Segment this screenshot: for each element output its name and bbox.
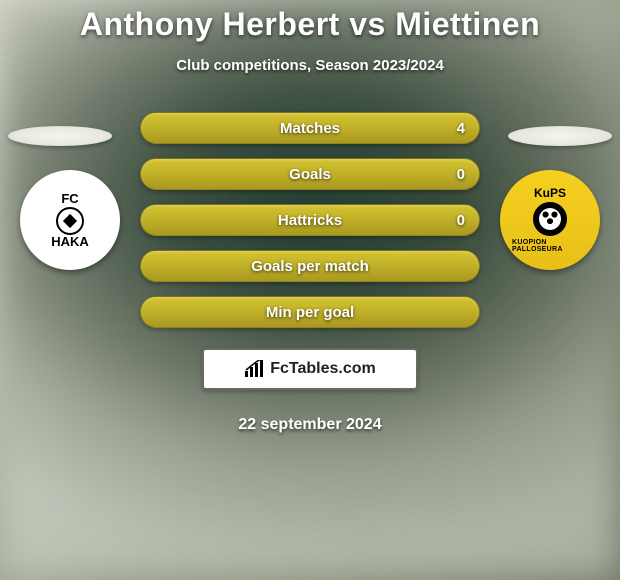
stat-label: Goals per match bbox=[251, 258, 369, 275]
brand-box: FcTables.com bbox=[202, 348, 418, 390]
stat-value-right: 0 bbox=[457, 212, 465, 229]
stat-bar-matches: Matches 4 bbox=[140, 112, 480, 144]
stat-value-right: 4 bbox=[457, 120, 465, 137]
stat-value-right: 0 bbox=[457, 166, 465, 183]
stat-label: Hattricks bbox=[278, 212, 342, 229]
stat-bar-hattricks: Hattricks 0 bbox=[140, 204, 480, 236]
stat-bar-goals: Goals 0 bbox=[140, 158, 480, 190]
stat-label: Goals bbox=[289, 166, 331, 183]
page-subtitle: Club competitions, Season 2023/2024 bbox=[0, 57, 620, 74]
bar-chart-icon bbox=[244, 360, 266, 378]
stat-rows: Matches 4 Goals 0 Hattricks 0 Goals per … bbox=[0, 112, 620, 328]
stat-bar-min-per-goal: Min per goal bbox=[140, 296, 480, 328]
date-text: 22 september 2024 bbox=[0, 416, 620, 434]
stat-bar-goals-per-match: Goals per match bbox=[140, 250, 480, 282]
content-wrapper: Anthony Herbert vs Miettinen Club compet… bbox=[0, 0, 620, 434]
stat-label: Matches bbox=[280, 120, 340, 137]
page-title: Anthony Herbert vs Miettinen bbox=[0, 6, 620, 43]
brand-text: FcTables.com bbox=[270, 360, 376, 378]
stat-label: Min per goal bbox=[266, 304, 354, 321]
